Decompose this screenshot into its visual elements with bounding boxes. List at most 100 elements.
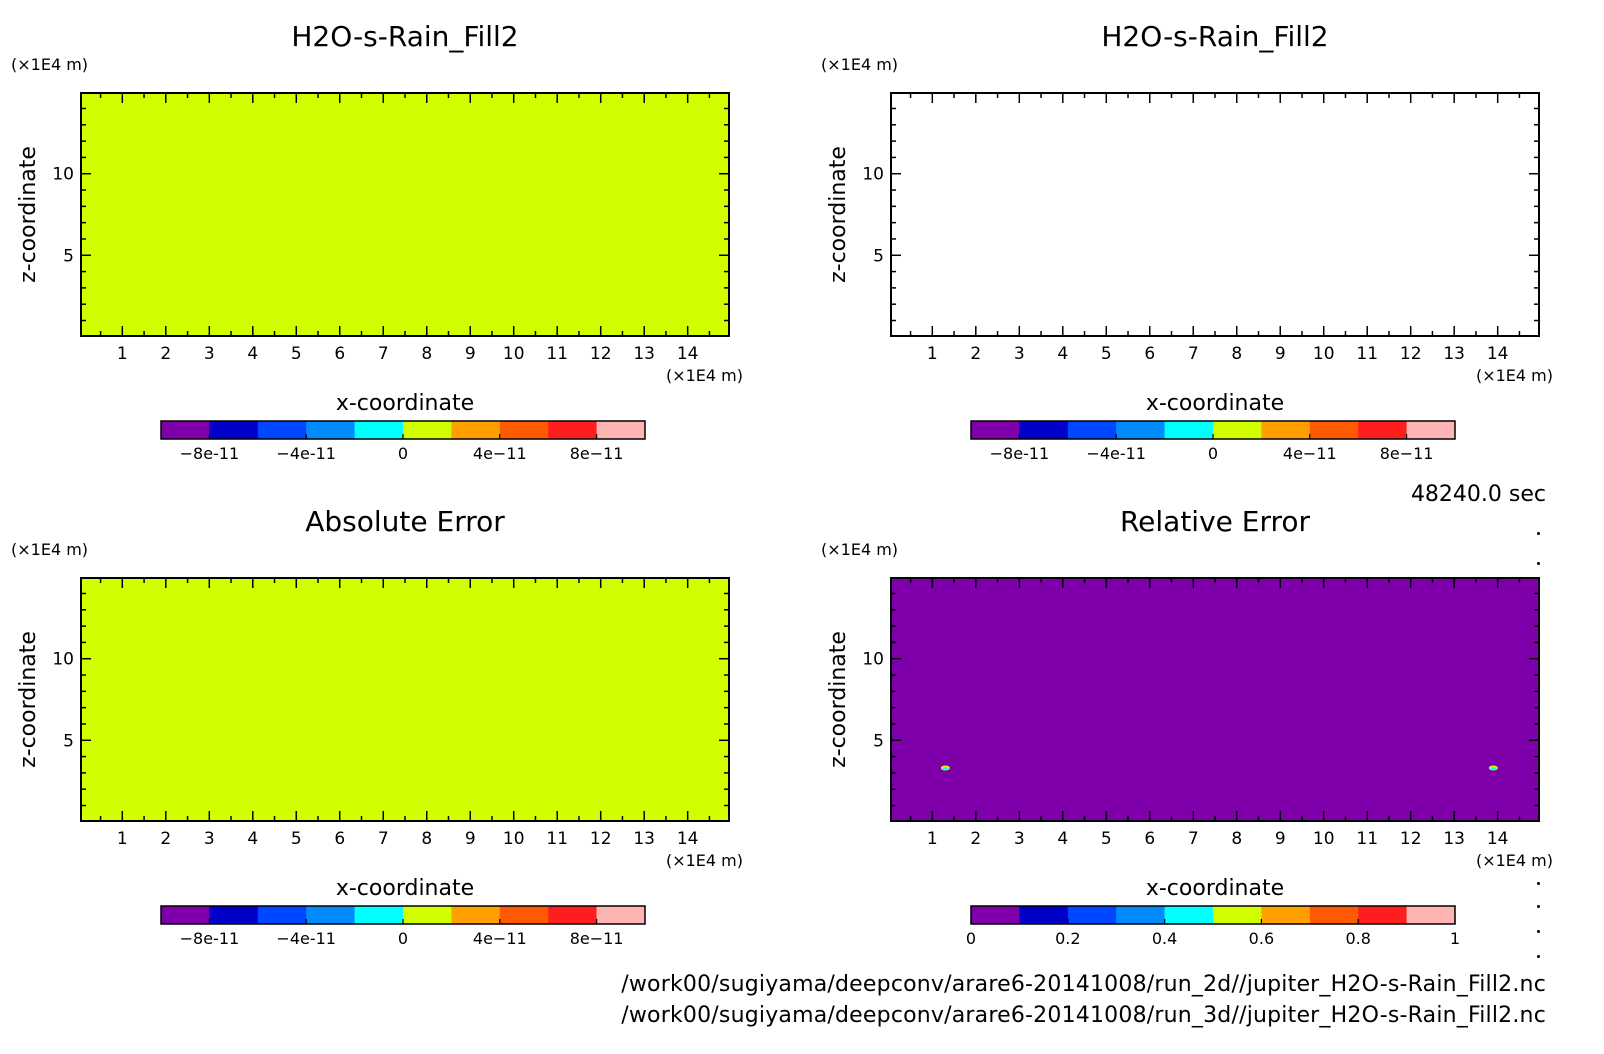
x-axis-label: x-coordinate [336,391,474,416]
y-unit-label: (×1E4 m) [11,55,88,74]
x-tick-label: 12 [590,829,612,849]
x-tick-label: 5 [291,829,302,849]
x-unit-label: (×1E4 m) [1476,366,1553,385]
heatmap-field [81,93,729,336]
colorbar-tick-label: 0 [398,444,408,463]
colorbar-swatch [548,906,597,924]
x-tick-label: 4 [1057,829,1068,849]
marker-dot [1537,955,1540,958]
colorbar-swatch [161,421,210,439]
colorbar-swatch [1406,906,1456,924]
x-tick-label: 11 [1356,829,1378,849]
colorbar-swatch [1116,906,1165,924]
x-tick-label: 11 [546,344,568,364]
colorbar-swatch [1358,906,1407,924]
colorbar-tick-label: 0.4 [1152,929,1177,948]
x-tick-label: 7 [378,344,389,364]
colorbar-swatch [209,421,259,439]
colorbar-frame [970,905,1456,925]
y-tick-label: 10 [862,650,884,670]
marker-dot [1537,532,1540,535]
y-unit-label: (×1E4 m) [821,540,898,559]
y-tick-label: 5 [63,731,74,751]
heatmap-field [81,578,729,821]
colorbar-swatch [161,906,210,924]
x-tick-label: 14 [1487,344,1509,364]
x-tick-label: 3 [1014,829,1025,849]
colorbar-swatch [209,906,259,924]
x-tick-label: 5 [1101,344,1112,364]
y-unit-label: (×1E4 m) [821,55,898,74]
colorbar-tick-label: −4e-11 [276,444,336,463]
colorbar-tick-label: −8e-11 [180,444,240,463]
colorbar-tick-label: 8e−11 [1380,444,1434,463]
colorbar-tick-label: 0 [1208,444,1218,463]
x-tick-label: 9 [465,344,476,364]
colorbar-tick-label: −4e-11 [1086,444,1146,463]
heatmap-field [891,578,1539,821]
colorbar-swatch [257,906,307,924]
x-tick-label: 6 [334,829,345,849]
x-unit-label: (×1E4 m) [1476,851,1553,870]
colorbar-swatch [1067,421,1117,439]
x-tick-label: 9 [465,829,476,849]
colorbar-tick-label: 4e−11 [473,444,527,463]
x-tick-label: 4 [1057,344,1068,364]
x-axis-label: x-coordinate [1146,391,1284,416]
y-unit-label: (×1E4 m) [11,540,88,559]
colorbar-tick-label: 0.6 [1249,929,1274,948]
x-tick-label: 4 [247,344,258,364]
colorbar-swatch [596,906,646,924]
colorbar-swatch [971,906,1020,924]
colorbar-swatch [403,906,452,924]
heatmap-spot-core [942,767,949,770]
chart-title: H2O-s-Rain_Fill2 [1101,20,1328,53]
colorbar-tick-label: 8e−11 [570,929,624,948]
x-tick-label: 2 [160,829,171,849]
colorbar-swatch [306,906,355,924]
x-tick-label: 10 [503,829,525,849]
colorbar-swatch [1019,906,1069,924]
marker-dot [1537,562,1540,565]
chart-title: Absolute Error [305,505,505,538]
colorbar-swatch [1067,906,1117,924]
x-tick-label: 14 [677,829,699,849]
y-tick-label: 5 [873,246,884,266]
colorbar-swatch [1309,421,1359,439]
marker-dot [1537,905,1540,908]
y-axis-label: z-coordinate [16,146,41,283]
colorbar-swatch [257,421,307,439]
colorbar-swatch [499,421,549,439]
colorbar-swatch [354,906,404,924]
file-path-line-1: /work00/sugiyama/deepconv/arare6-2014100… [621,972,1546,997]
x-tick-label: 5 [291,344,302,364]
x-tick-label: 13 [633,829,655,849]
colorbar-swatch [596,421,646,439]
time-label: 48240.0 sec [1410,482,1546,507]
chart-panel: H2O-s-Rain_Fill2(×1E4 m)1 2 3 4 5 6 7 8 9 10 11 12 1… [11,20,743,463]
x-axis-label: x-coordinate [1146,876,1284,901]
y-axis-label: z-coordinate [16,631,41,768]
colorbar-swatch [548,421,597,439]
colorbar-swatch [1261,421,1311,439]
x-tick-label: 13 [633,344,655,364]
x-tick-label: 3 [1014,344,1025,364]
y-tick-label: 10 [52,650,74,670]
heatmap-field [891,93,1539,336]
colorbar-swatch [1309,906,1359,924]
marker-dot [1537,930,1540,933]
colorbar-tick-label: −8e-11 [180,929,240,948]
x-tick-label: 10 [1313,344,1335,364]
colorbar-swatch [1164,906,1214,924]
colorbar-tick-label: −8e-11 [990,444,1050,463]
x-tick-label: 14 [677,344,699,364]
colorbar-swatch [1406,421,1456,439]
file-path-line-2: /work00/sugiyama/deepconv/arare6-2014100… [621,1003,1546,1028]
colorbar-swatch [499,906,549,924]
colorbar-swatch [451,906,501,924]
colorbar-swatch [1213,906,1262,924]
colorbar-swatch [403,421,452,439]
x-tick-label: 13 [1443,344,1465,364]
x-tick-label: 7 [378,829,389,849]
colorbar-tick-label: 1 [1450,929,1460,948]
